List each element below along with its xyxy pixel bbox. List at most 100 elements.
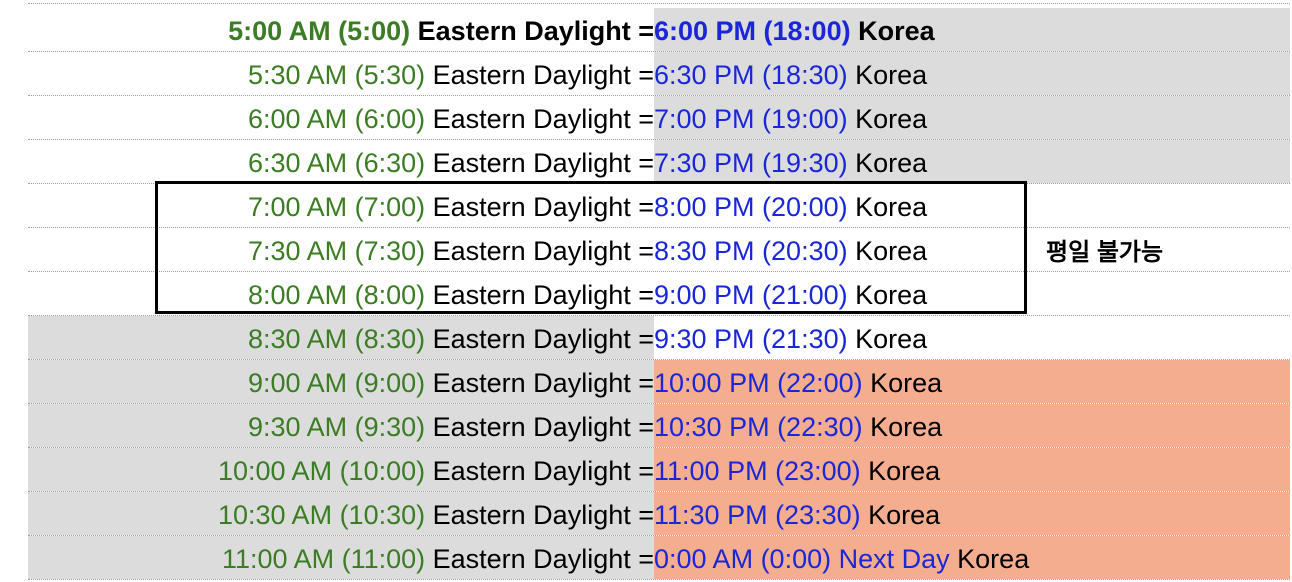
eastern-time-value: 5:00 AM (5:00) [228, 16, 411, 46]
right-cell-fill [654, 316, 1290, 359]
eastern-time-value: 6:00 AM (6:00) [248, 104, 426, 134]
left-cell-fill [28, 448, 654, 491]
left-cell-fill [28, 316, 654, 359]
korea-label: Korea [847, 236, 928, 266]
eastern-time-cell[interactable]: 9:00 AM (9:00) Eastern Daylight = [248, 360, 654, 403]
table-row[interactable]: 6:30 AM (6:30) Eastern Daylight = 7:30 PM… [28, 140, 1290, 184]
table-row[interactable]: 10:00 AM (10:00) Eastern Daylight = 11:00… [28, 448, 1290, 492]
right-cell-fill [654, 140, 1290, 183]
eastern-time-cell[interactable]: 5:00 AM (5:00) Eastern Daylight = [228, 8, 654, 51]
korea-time-value: 10:30 PM (22:30) [654, 412, 863, 442]
table-row[interactable]: 5:00 AM (5:00) Eastern Daylight = 6:00 PM… [28, 8, 1290, 52]
eastern-time-value: 10:00 AM (10:00) [217, 456, 426, 486]
korea-time-value: 6:00 PM (18:00) [654, 16, 851, 46]
table-row[interactable]: 10:30 AM (10:30) Eastern Daylight = 11:30… [28, 492, 1290, 536]
eastern-time-label: Eastern Daylight = [425, 280, 654, 310]
korea-time-value: 11:30 PM (23:30) [654, 500, 861, 530]
eastern-time-label: Eastern Daylight = [425, 412, 654, 442]
korea-time-value: 0:00 AM (0:00) [654, 544, 832, 574]
eastern-time-cell[interactable]: 7:00 AM (7:00) Eastern Daylight = [248, 184, 654, 227]
right-cell-fill [654, 536, 1290, 579]
eastern-time-label: Eastern Daylight = [425, 148, 654, 178]
table-row[interactable]: 8:00 AM (8:00) Eastern Daylight = 9:00 PM… [28, 272, 1290, 316]
right-cell-fill [654, 228, 1290, 271]
korea-time-value: 9:00 PM (21:00) [654, 280, 848, 310]
eastern-time-cell[interactable]: 8:30 AM (8:30) Eastern Daylight = [248, 316, 654, 359]
korea-time-cell[interactable]: 6:00 PM (18:00) Korea [654, 8, 935, 51]
eastern-time-cell[interactable]: 8:00 AM (8:00) Eastern Daylight = [248, 272, 654, 315]
table-row[interactable]: 7:00 AM (7:00) Eastern Daylight = 8:00 PM… [28, 184, 1290, 228]
korea-time-cell[interactable]: 8:00 PM (20:00) Korea [654, 184, 927, 227]
right-cell-fill [654, 448, 1290, 491]
korea-label: Korea [847, 148, 928, 178]
korea-label: Korea [847, 104, 928, 134]
korea-label: Korea [847, 60, 928, 90]
korea-time-cell[interactable]: 10:00 PM (22:00) Korea [654, 360, 942, 403]
eastern-time-value: 7:30 AM (7:30) [248, 236, 426, 266]
table-row[interactable]: 9:30 AM (9:30) Eastern Daylight = 10:30 P… [28, 404, 1290, 448]
eastern-time-cell[interactable]: 9:30 AM (9:30) Eastern Daylight = [248, 404, 654, 447]
table-row[interactable]: 7:30 AM (7:30) Eastern Daylight = 8:30 PM… [28, 228, 1290, 272]
eastern-time-cell[interactable]: 10:00 AM (10:00) Eastern Daylight = [218, 448, 654, 491]
korea-label: Korea [850, 16, 935, 46]
table-row[interactable]: 6:00 AM (6:00) Eastern Daylight = 7:00 PM… [28, 96, 1290, 140]
eastern-time-value: 7:00 AM (7:00) [248, 192, 426, 222]
left-cell-fill [28, 8, 654, 51]
korea-time-cell[interactable]: 7:30 PM (19:30) Korea [654, 140, 927, 183]
korea-time-value: 8:30 PM (20:30) [654, 236, 848, 266]
right-cell-fill [654, 492, 1290, 535]
eastern-time-value: 10:30 AM (10:30) [217, 500, 426, 530]
korea-label: Korea [862, 368, 943, 398]
korea-time-value: 7:30 PM (19:30) [654, 148, 848, 178]
eastern-time-label: Eastern Daylight = [425, 368, 654, 398]
left-cell-fill [28, 96, 654, 139]
table-row[interactable]: 5:30 AM (5:30) Eastern Daylight = 6:30 PM… [28, 52, 1290, 96]
korea-time-cell[interactable]: 6:30 PM (18:30) Korea [654, 52, 927, 95]
right-cell-fill [654, 8, 1290, 51]
eastern-time-value: 9:30 AM (9:30) [248, 412, 426, 442]
right-cell-fill [654, 184, 1290, 227]
left-cell-fill [28, 404, 654, 447]
eastern-time-value: 5:30 AM (5:30) [248, 60, 426, 90]
eastern-time-cell[interactable]: 5:30 AM (5:30) Eastern Daylight = [248, 52, 654, 95]
left-cell-fill [28, 228, 654, 271]
top-gridline [28, 3, 1290, 4]
eastern-time-value: 9:00 AM (9:00) [248, 368, 426, 398]
korea-time-value: 11:00 PM (23:00) [654, 456, 861, 486]
korea-time-cell[interactable]: 11:30 PM (23:30) Korea [654, 492, 940, 535]
right-cell-fill [654, 96, 1290, 139]
korea-time-cell[interactable]: 0:00 AM (0:00) Next Day Korea [654, 536, 1029, 579]
table-row[interactable]: 11:00 AM (11:00) Eastern Daylight = 0:00 … [28, 536, 1290, 580]
left-cell-fill [28, 272, 654, 315]
next-day-label: Next Day [831, 544, 950, 574]
korea-time-cell[interactable]: 9:30 PM (21:30) Korea [654, 316, 927, 359]
korea-time-cell[interactable]: 8:30 PM (20:30) Korea [654, 228, 927, 271]
eastern-time-value: 6:30 AM (6:30) [248, 148, 426, 178]
eastern-time-cell[interactable]: 6:00 AM (6:00) Eastern Daylight = [248, 96, 654, 139]
korea-time-cell[interactable]: 9:00 PM (21:00) Korea [654, 272, 927, 315]
korea-time-value: 6:30 PM (18:30) [654, 60, 848, 90]
eastern-time-value: 8:00 AM (8:00) [248, 280, 426, 310]
eastern-time-label: Eastern Daylight = [425, 456, 654, 486]
left-cell-fill [28, 140, 654, 183]
korea-label: Korea [860, 456, 941, 486]
korea-time-value: 7:00 PM (19:00) [654, 104, 848, 134]
table-row[interactable]: 9:00 AM (9:00) Eastern Daylight = 10:00 P… [28, 360, 1290, 404]
korea-time-cell[interactable]: 10:30 PM (22:30) Korea [654, 404, 942, 447]
eastern-time-cell[interactable]: 6:30 AM (6:30) Eastern Daylight = [248, 140, 654, 183]
korea-time-cell[interactable]: 7:00 PM (19:00) Korea [654, 96, 927, 139]
eastern-time-label: Eastern Daylight = [425, 324, 654, 354]
korea-time-cell[interactable]: 11:00 PM (23:00) Korea [654, 448, 940, 491]
left-cell-fill [28, 360, 654, 403]
eastern-time-label: Eastern Daylight = [425, 60, 654, 90]
eastern-time-cell[interactable]: 11:00 AM (11:00) Eastern Daylight = [222, 536, 654, 579]
left-cell-fill [28, 492, 654, 535]
left-cell-fill [28, 536, 654, 579]
eastern-time-cell[interactable]: 7:30 AM (7:30) Eastern Daylight = [248, 228, 654, 271]
korea-time-value: 8:00 PM (20:00) [654, 192, 848, 222]
eastern-time-label: Eastern Daylight = [425, 104, 654, 134]
table-row[interactable]: 8:30 AM (8:30) Eastern Daylight = 9:30 PM… [28, 316, 1290, 360]
eastern-time-cell[interactable]: 10:30 AM (10:30) Eastern Daylight = [218, 492, 654, 535]
eastern-time-label: Eastern Daylight = [425, 236, 654, 266]
